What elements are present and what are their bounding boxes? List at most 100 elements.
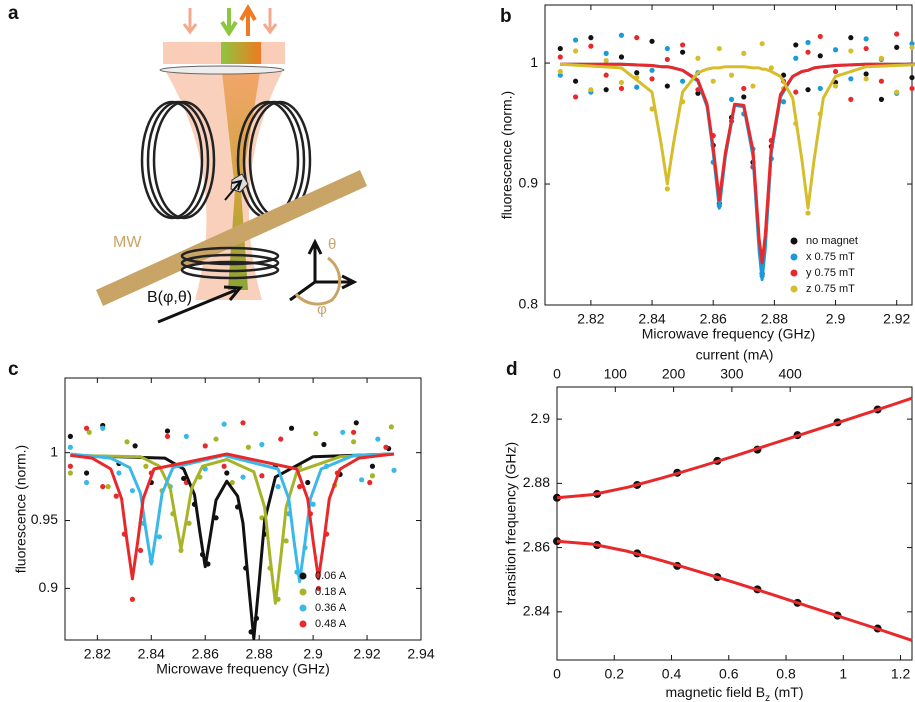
- data-point: [618, 54, 625, 60]
- data-point: [741, 94, 747, 100]
- data-point: [283, 538, 289, 544]
- legend-label: 0.06 A: [315, 570, 347, 582]
- data-point: [909, 85, 915, 92]
- data-point: [113, 493, 119, 499]
- x-tick-label: 2.92: [353, 646, 380, 662]
- mw-label: MW: [113, 234, 142, 251]
- data-point: [116, 470, 122, 476]
- data-point: [741, 50, 747, 56]
- data-point: [240, 474, 246, 480]
- data-point: [124, 439, 130, 445]
- legend-label: 0.48 A: [315, 618, 347, 630]
- x-axis-label-part: (mT): [770, 684, 803, 700]
- data-point: [848, 96, 854, 102]
- data-point: [391, 467, 397, 473]
- y-axis-label: fluorescence (norm.): [13, 445, 29, 573]
- fit-curve: [70, 452, 395, 605]
- panel-label: c: [8, 359, 19, 380]
- x-tick-label: 2.82: [577, 311, 604, 327]
- data-point: [572, 94, 579, 100]
- y-axis-label: fluorescence (norm.): [499, 91, 515, 219]
- data-point: [557, 68, 563, 75]
- data-point: [793, 55, 799, 61]
- orange-arrow: [239, 4, 257, 36]
- data-point: [805, 49, 811, 55]
- data-point: [817, 33, 823, 40]
- fit-curve: [556, 539, 913, 642]
- data-point: [83, 425, 90, 431]
- y-tick-label: 2.88: [523, 474, 550, 490]
- data-point: [909, 74, 915, 81]
- data-point: [240, 420, 246, 426]
- data-point: [288, 425, 295, 431]
- data-point: [588, 35, 594, 41]
- data-point: [603, 72, 609, 78]
- data-point: [369, 473, 376, 479]
- x-tick-label: 2.88: [761, 311, 788, 327]
- data-point: [878, 96, 885, 102]
- x-tick-label: 1.2: [891, 666, 911, 682]
- data-point: [680, 78, 686, 84]
- legend-label: 0.18 A: [315, 586, 347, 598]
- data-point: [649, 76, 655, 82]
- x2-tick-label: 400: [778, 366, 802, 382]
- x-tick-label: 2.9: [303, 646, 323, 662]
- legend-marker: [299, 620, 307, 628]
- data-point: [710, 78, 716, 84]
- x-axis-label: magnetic field Bz (mT): [665, 684, 803, 702]
- fit-curve: [560, 62, 915, 282]
- data-point: [350, 439, 357, 445]
- beam-center: [221, 42, 261, 64]
- data-point: [634, 70, 640, 76]
- legend-label: x 0.75 mT: [806, 251, 855, 263]
- data-point: [878, 55, 885, 61]
- data-point: [259, 441, 265, 448]
- data-point: [137, 547, 144, 554]
- data-point: [105, 484, 111, 490]
- fit-curve: [560, 62, 915, 210]
- data-point: [359, 477, 365, 483]
- data-point: [603, 58, 609, 64]
- data-point: [100, 425, 106, 431]
- x-tick-label: 2.86: [700, 311, 727, 327]
- data-point: [572, 48, 579, 54]
- plot-frame: [64, 377, 422, 641]
- data-point: [664, 83, 670, 89]
- data-point: [618, 85, 625, 92]
- data-point: [909, 44, 915, 50]
- data-point: [793, 42, 799, 48]
- data-point: [553, 493, 561, 502]
- legend-marker: [790, 237, 798, 245]
- x-tick-label: 0.2: [605, 666, 625, 682]
- axes-icon: [289, 238, 358, 302]
- legend-label: 0.36 A: [315, 602, 347, 614]
- data-point: [202, 443, 208, 449]
- spin-arrow: [224, 179, 243, 201]
- data-point: [129, 488, 136, 494]
- data-point: [728, 72, 735, 78]
- y-tick-label: 0.9: [39, 579, 59, 595]
- data-point: [229, 479, 235, 486]
- data-point: [759, 41, 765, 47]
- data-point: [817, 85, 823, 92]
- data-point: [83, 479, 90, 486]
- x2-tick-label: 200: [662, 366, 686, 382]
- data-point: [848, 48, 854, 54]
- x-tick-label: 2.88: [246, 646, 273, 662]
- data-point: [388, 424, 394, 430]
- data-point: [618, 32, 625, 38]
- data-point: [728, 96, 735, 102]
- data-point: [557, 72, 563, 78]
- data-point: [649, 67, 655, 73]
- legend-label: z 0.75 mT: [806, 283, 855, 295]
- data-point: [156, 534, 162, 540]
- legend-label: y 0.75 mT: [806, 267, 855, 279]
- data-point: [224, 470, 230, 476]
- legend-marker: [299, 604, 307, 612]
- data-point: [67, 463, 73, 469]
- data-point: [680, 42, 686, 48]
- data-point: [221, 421, 227, 427]
- data-point: [340, 429, 346, 435]
- x2-tick-label: 300: [720, 366, 744, 382]
